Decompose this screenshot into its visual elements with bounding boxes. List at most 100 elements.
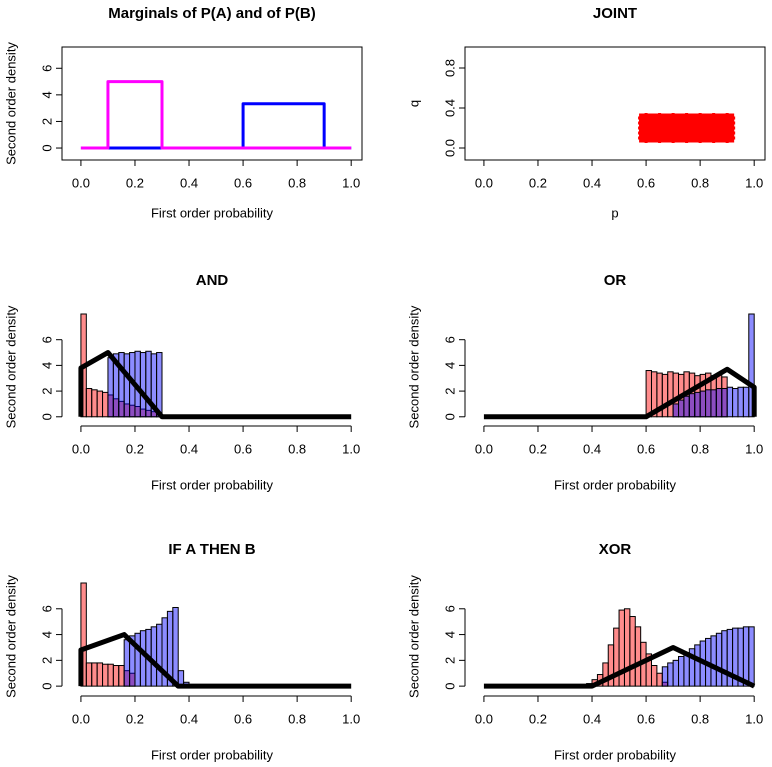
x-tick-label: 1.0 [342, 711, 360, 726]
histogram-bar [694, 391, 701, 418]
histogram-bar [732, 388, 739, 418]
x-axis-label: p [611, 205, 618, 220]
histogram-bar [726, 386, 734, 418]
y-tick-label: 6 [39, 336, 54, 343]
y-axis-label: Second order density [3, 305, 18, 428]
y-axis-label: Second order density [3, 575, 18, 698]
y-tick-label: 2 [39, 118, 54, 125]
x-tick-label: 0.4 [583, 441, 601, 456]
scatter-point [651, 113, 668, 123]
histogram-bar [85, 662, 93, 687]
histogram-bar [650, 665, 658, 687]
histogram-bar [699, 390, 707, 418]
x-tick-label: 0.6 [234, 711, 252, 726]
histogram-bar [721, 388, 728, 418]
histogram-bar [102, 391, 109, 418]
scatter-point [719, 113, 736, 123]
x-tick-label: 0.6 [234, 175, 252, 190]
histogram-bar [80, 582, 87, 687]
histogram-bar [118, 665, 125, 687]
histogram-bar [112, 665, 120, 687]
scatter-point [665, 113, 682, 123]
y-tick-label: 6 [442, 336, 457, 343]
histogram-bar [156, 352, 163, 418]
data-line [483, 644, 756, 689]
x-tick-label: 0.0 [475, 175, 493, 190]
histogram-bar [742, 626, 750, 687]
x-tick-label: 0.2 [529, 441, 547, 456]
histogram-bar [123, 353, 131, 418]
x-tick-label: 0.2 [126, 711, 144, 726]
histogram-bar [661, 373, 669, 418]
x-axis-label: First order probability [151, 477, 274, 492]
x-tick-label: 0.4 [583, 711, 601, 726]
x-tick-label: 0.2 [529, 175, 547, 190]
histogram-bar [634, 626, 642, 687]
panel-title: IF A THEN B [168, 541, 255, 558]
scatter-point [638, 113, 655, 123]
y-tick-label: 2 [39, 387, 54, 394]
y-tick-label: 6 [39, 65, 54, 72]
panel-title: XOR [599, 541, 632, 558]
y-tick-label: 0 [442, 683, 457, 690]
histogram-bar [107, 663, 114, 687]
histogram-bar [748, 313, 755, 418]
y-tick-label: 4 [39, 362, 54, 369]
histogram-bar [150, 626, 158, 687]
panel-title: AND [196, 272, 229, 289]
y-tick-label: 4 [39, 91, 54, 98]
y-axis-label: Second order density [406, 305, 421, 428]
y-tick-label: 0.0 [442, 139, 457, 157]
histogram-bar [688, 393, 696, 418]
histogram-bar [672, 659, 680, 687]
x-axis-label: First order probability [554, 477, 677, 492]
histogram-bar [85, 388, 93, 418]
data-line [483, 366, 757, 420]
histogram-bar [139, 352, 147, 418]
x-tick-label: 0.0 [72, 441, 90, 456]
x-tick-label: 0.6 [637, 175, 655, 190]
histogram-bar [134, 632, 141, 687]
panel-title: Marginals of P(A) and of P(B) [108, 5, 316, 22]
histogram-bar [118, 352, 125, 418]
x-tick-label: 0.4 [180, 711, 198, 726]
histogram-bar [145, 350, 152, 418]
x-tick-label: 0.8 [691, 711, 709, 726]
y-tick-label: 6 [442, 605, 457, 612]
histogram-bar [678, 399, 685, 418]
histogram-bar [102, 663, 109, 687]
x-tick-label: 1.0 [745, 175, 763, 190]
histogram-bar [107, 357, 114, 418]
plot-frame [61, 46, 363, 161]
histogram-bar [656, 672, 663, 687]
x-axis-label: First order probability [151, 205, 274, 220]
x-tick-label: 0.8 [288, 441, 306, 456]
y-tick-label: 2 [442, 657, 457, 664]
histogram-bar [629, 616, 636, 687]
histogram-bar [96, 390, 104, 418]
y-tick-label: 0 [39, 413, 54, 420]
x-tick-label: 1.0 [745, 711, 763, 726]
y-axis-label: q [406, 100, 421, 107]
scatter-point [692, 113, 709, 123]
histogram-bar [156, 623, 163, 687]
x-tick-label: 0.8 [691, 441, 709, 456]
x-tick-label: 0.0 [475, 441, 493, 456]
x-tick-label: 0.6 [234, 441, 252, 456]
histogram-bar [172, 606, 179, 687]
x-tick-label: 1.0 [342, 441, 360, 456]
histogram-bar [123, 639, 131, 687]
plot-frame [464, 46, 766, 161]
data-line [78, 632, 352, 689]
x-tick-label: 0.0 [475, 711, 493, 726]
histogram-bar [715, 388, 723, 418]
y-tick-label: 0.8 [442, 59, 457, 77]
x-axis-label: First order probability [554, 747, 677, 762]
scatter-point [705, 113, 722, 123]
histogram-bar [623, 608, 631, 687]
histogram-bar [710, 389, 717, 418]
histogram-bar [683, 652, 690, 687]
y-tick-label: 4 [39, 631, 54, 638]
histogram-bar [705, 389, 712, 418]
x-tick-label: 0.8 [288, 175, 306, 190]
